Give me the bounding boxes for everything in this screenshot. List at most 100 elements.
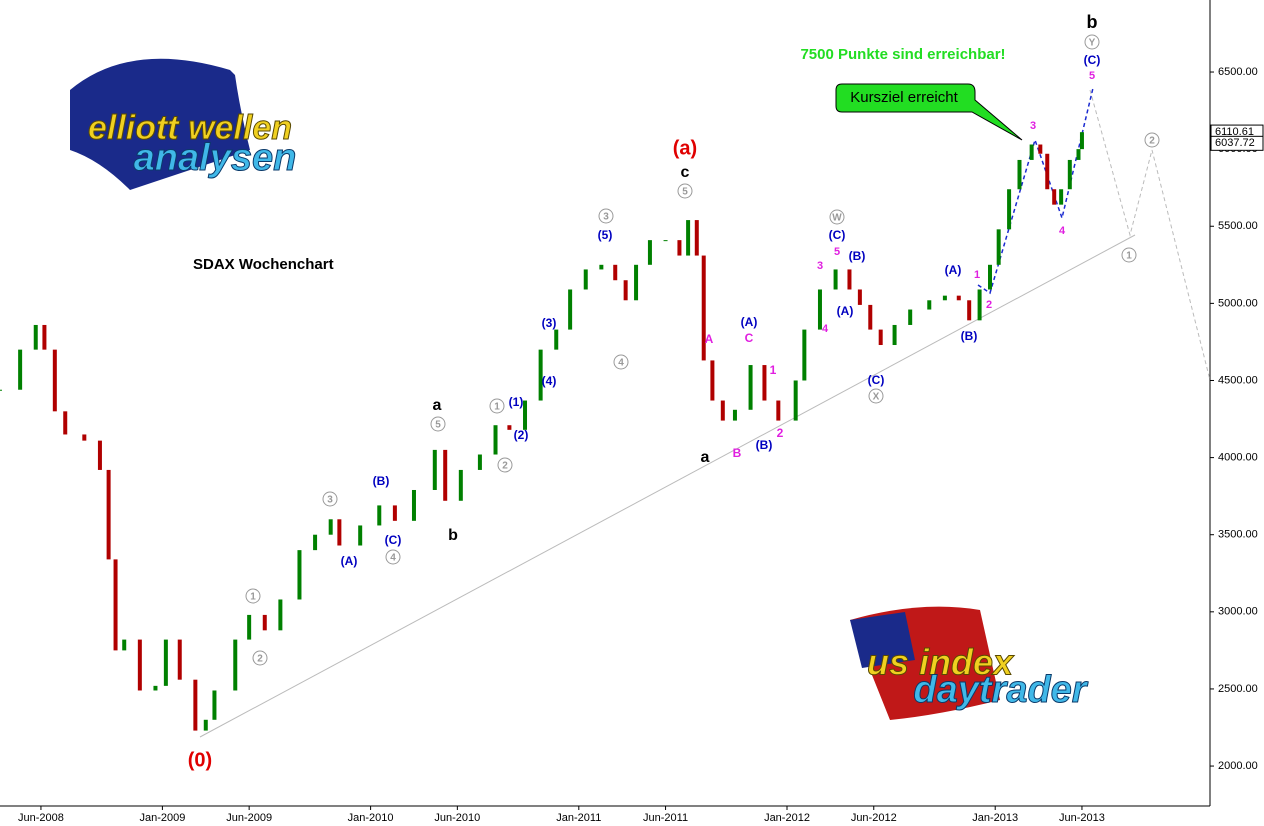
candle: [212, 690, 217, 720]
logo-text: analysen: [134, 137, 297, 179]
wave-label: (A): [837, 304, 854, 318]
wave-label: 4: [822, 323, 829, 335]
candle: [432, 449, 437, 490]
candle: [1007, 189, 1012, 230]
wave-label: 2: [777, 426, 784, 440]
y-tick-label: 4000.00: [1218, 452, 1258, 464]
x-tick-label: Jan-2011: [556, 812, 601, 824]
candle: [523, 400, 528, 430]
candle: [33, 324, 38, 350]
y-tick-label: 5000.00: [1218, 297, 1258, 309]
y-tick-label: 3500.00: [1218, 529, 1258, 541]
candle: [477, 454, 482, 470]
wave-label: 4: [618, 358, 624, 369]
wave-circle: [1144, 132, 1160, 148]
wave-circle: [677, 183, 693, 199]
wave-circle: [598, 208, 614, 224]
y-tick-label: 2500.00: [1218, 683, 1258, 695]
logo-text: us index: [867, 642, 1015, 683]
wave-label: X: [873, 392, 880, 403]
wave-label: Y: [1089, 38, 1096, 49]
wave-circle: [829, 209, 845, 225]
candle: [748, 365, 753, 410]
candle: [977, 289, 982, 321]
candle: [568, 289, 573, 330]
candle: [686, 220, 691, 256]
candle: [1067, 159, 1072, 190]
x-tick-label: Jun-2010: [434, 812, 480, 824]
candle: [106, 469, 111, 560]
candle: [377, 505, 382, 526]
wave-label: (5): [598, 228, 613, 242]
us-flag-canton: [850, 612, 915, 668]
x-tick-label: Jun-2012: [851, 812, 897, 824]
wave-label: (C): [385, 533, 402, 547]
candle: [443, 449, 448, 501]
candle: [857, 289, 862, 305]
candle: [694, 220, 699, 256]
candle: [392, 505, 397, 521]
candle: [663, 240, 668, 242]
price-tag-label: 6110.61: [1215, 126, 1254, 138]
candle: [878, 329, 883, 346]
candle: [710, 360, 715, 401]
candle: [313, 534, 318, 551]
wave-label: b: [1087, 12, 1098, 32]
wave-circle: [497, 457, 513, 473]
candle: [113, 559, 118, 651]
candle: [996, 229, 1001, 265]
wave-label: 1: [250, 592, 256, 603]
wave-label: 1: [974, 269, 980, 281]
wave-label: (a): [673, 137, 697, 159]
candle: [1017, 159, 1022, 190]
y-tick-label: 4500.00: [1218, 374, 1258, 386]
logo-text: elliott wellen: [88, 109, 292, 147]
wave-label: b: [448, 527, 458, 544]
wave-label: 5: [834, 246, 840, 258]
candle: [583, 269, 588, 290]
wave-label: 3: [1030, 120, 1036, 132]
wave-label: (B): [373, 474, 390, 488]
candle: [122, 639, 127, 651]
candle: [538, 349, 543, 401]
price-tag: [1210, 135, 1264, 151]
candle: [988, 264, 992, 290]
candle: [967, 300, 972, 321]
candle: [493, 425, 498, 455]
wave-label: c: [681, 164, 690, 181]
candle: [677, 240, 682, 256]
candle: [328, 519, 333, 535]
candle: [847, 269, 852, 290]
wave-circle: [1084, 34, 1100, 50]
wave-label: (A): [741, 315, 758, 329]
candle: [18, 349, 23, 390]
wave-label: 3: [327, 495, 333, 506]
wave-label: a: [701, 449, 710, 466]
candle: [802, 329, 807, 381]
candle: [701, 255, 706, 361]
wave-label: A: [705, 332, 714, 346]
candle: [358, 525, 363, 546]
candle: [233, 639, 238, 691]
logo-text: daytrader: [913, 669, 1088, 711]
wave-label: (B): [961, 329, 978, 343]
x-tick-label: Jan-2012: [764, 812, 810, 824]
price-tag-label: 6037.72: [1215, 137, 1255, 149]
candle: [732, 409, 737, 421]
wave-label: 2: [986, 299, 992, 311]
logo-us: us index daytrader: [850, 606, 1089, 720]
candle: [634, 264, 639, 301]
candle: [1029, 144, 1034, 160]
y-tick-label: 5500.00: [1218, 220, 1258, 232]
candle: [63, 411, 68, 435]
wave-label: C: [745, 331, 754, 345]
candle: [177, 639, 182, 680]
x-tick-label: Jun-2009: [226, 812, 272, 824]
candle: [892, 324, 897, 346]
wave-label: 5: [435, 420, 441, 431]
x-tick-label: Jan-2013: [972, 812, 1018, 824]
candle: [793, 380, 798, 421]
wave-label: (4): [542, 374, 557, 388]
